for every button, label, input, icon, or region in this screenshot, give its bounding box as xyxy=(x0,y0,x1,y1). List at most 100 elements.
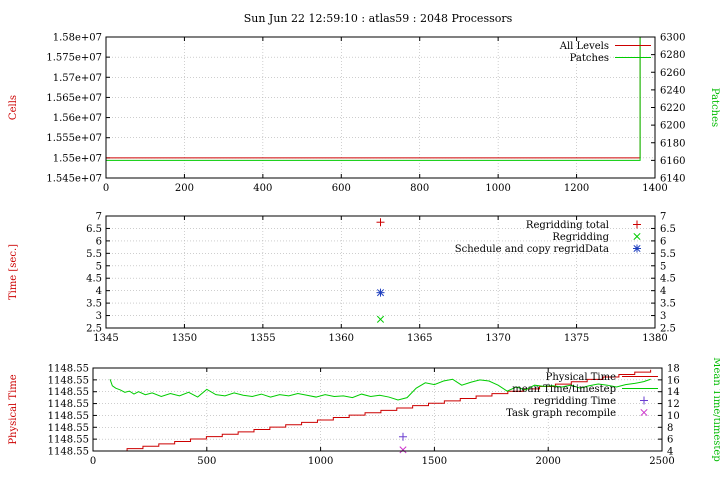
chart1-xtick-label: 1200 xyxy=(564,183,589,194)
chart3-y2tick-label: 18 xyxy=(667,364,680,375)
chart2-xtick-label: 1365 xyxy=(407,333,432,344)
chart1-ytick-label: 1.545e+07 xyxy=(46,174,102,185)
chart2-ytick-label: 5.5 xyxy=(86,249,102,260)
chart2-y2tick-label: 3.5 xyxy=(660,299,676,310)
chart3-xtick-label: 2000 xyxy=(535,456,560,467)
chart3-y2tick-label: 14 xyxy=(667,387,680,398)
chart2-ytick-label: 4.5 xyxy=(86,274,102,285)
chart2-y2tick-label: 7 xyxy=(660,212,666,223)
chart3-legend-label: mean Time/timestep xyxy=(512,384,616,395)
chart2-xtick-label: 1350 xyxy=(172,333,197,344)
chart2-y2tick-label: 6.5 xyxy=(660,224,676,235)
chart3-series-physical-time-line xyxy=(106,369,652,452)
chart2-legend-marker-d2 xyxy=(633,244,641,253)
chart1-y2tick-label: 6300 xyxy=(660,33,685,44)
chart1-legend-label: Patches xyxy=(570,53,609,64)
chart3-xtick-label: 1500 xyxy=(422,456,447,467)
chart2-y2tick-label: 3 xyxy=(660,311,666,322)
chart1-ytick-label: 1.575e+07 xyxy=(46,53,102,64)
chart3-frame xyxy=(92,367,663,452)
chart2-xtick-label: 1345 xyxy=(93,333,118,344)
chart2-legend-label: Regridding total xyxy=(526,220,609,231)
chart2-legend-marker-d2 xyxy=(633,232,641,241)
chart2-ytick-label: 4 xyxy=(96,286,102,297)
chart2-legend-marker xyxy=(633,244,641,253)
chart3-series-task-graph-recompile-point xyxy=(399,446,407,454)
chart2-ytick-label: 6 xyxy=(96,236,102,247)
chart-title: Sun Jun 22 12:59:10 : atlas59 : 2048 Pro… xyxy=(244,12,513,25)
chart2-legend-label: Regridding xyxy=(552,232,609,243)
physical-time-chart: 0 500 1000 1500 2000 25001148.551148.551148.5… xyxy=(8,357,720,467)
chart2-series-regridding-point xyxy=(376,315,385,323)
chart2-y2tick-label: 4.5 xyxy=(660,274,676,285)
chart3-y2tick-label: 6 xyxy=(667,435,673,446)
chart2-ytick-label: 6.5 xyxy=(86,224,102,235)
chart3-y2label: Mean Time/timestep xyxy=(711,357,720,461)
chart1-xtick-label: 1000 xyxy=(485,183,510,194)
chart1-y2tick-label: 6200 xyxy=(660,121,685,132)
chart3-ytick-label: 1148.55 xyxy=(48,435,89,446)
chart3-legend-label: regridding Time xyxy=(534,396,616,407)
chart2-xtick-label: 1375 xyxy=(564,333,589,344)
chart3-xtick-label: 500 xyxy=(197,456,216,467)
chart1-legend-label: All Levels xyxy=(559,41,609,52)
chart3-ytick-label: 1148.55 xyxy=(48,423,89,434)
chart1-ytick-label: 1.56e+07 xyxy=(53,113,102,124)
chart3-legend-marker-d2 xyxy=(640,408,648,417)
chart3-ylabel: Physical Time xyxy=(8,374,19,444)
chart1-y2tick-label: 6160 xyxy=(660,156,685,167)
chart3-legend-marker xyxy=(640,408,648,417)
chart2-y2tick-label: 2.5 xyxy=(660,324,676,335)
chart3-ytick-label: 1148.55 xyxy=(48,399,89,410)
chart3-y2tick-label: 8 xyxy=(667,423,673,434)
chart3-legend-marker xyxy=(640,396,648,405)
chart2-xtick-label: 1355 xyxy=(250,333,275,344)
chart3-xtick-label: 0 xyxy=(90,456,96,467)
chart1-ytick-label: 1.58e+07 xyxy=(53,33,102,44)
regrid-time-chart: 1345 1350 1355 1360 1365 1370 1375 13802.533.54… xyxy=(8,212,676,345)
chart1-xtick-label: 400 xyxy=(253,183,272,194)
chart3-series-regridding-time-point xyxy=(398,432,407,441)
chart1-y2tick-label: 6180 xyxy=(660,138,685,149)
chart2-ylabel: Time [sec.] xyxy=(8,244,19,300)
chart3-ytick-label: 1148.55 xyxy=(48,375,89,386)
chart1-y2tick-label: 6240 xyxy=(660,85,685,96)
chart2-series-schedule-and-copy-regriddata-point-d2 xyxy=(376,289,385,297)
chart2-ytick-label: 7 xyxy=(96,212,102,223)
chart1-y2tick-label: 6280 xyxy=(660,50,685,61)
chart3-series-task-graph-recompile-point-d2 xyxy=(399,446,407,454)
chart1-ytick-label: 1.55e+07 xyxy=(53,153,102,164)
chart2-ytick-label: 3 xyxy=(96,311,102,322)
chart3-y2tick-label: 4 xyxy=(667,447,673,458)
chart1-series-patches-line xyxy=(106,37,641,161)
chart3-y2tick-label: 16 xyxy=(667,375,680,386)
chart2-y2tick-label: 6 xyxy=(660,236,666,247)
chart1-y2label: Patches xyxy=(709,88,720,127)
chart1-xtick-label: 200 xyxy=(175,183,194,194)
chart1-y2tick-label: 6140 xyxy=(660,174,685,185)
chart1-ylabel: Cells xyxy=(8,95,19,120)
chart3-ytick-label: 1148.55 xyxy=(48,387,89,398)
chart2-y2tick-label: 4 xyxy=(660,286,666,297)
chart3-legend-label: Task graph recompile xyxy=(506,408,616,419)
chart3-ytick-label: 1148.55 xyxy=(48,447,89,458)
chart3-ytick-label: 1148.55 xyxy=(48,364,89,375)
chart2-xtick-label: 1360 xyxy=(329,333,354,344)
chart2-legend-marker xyxy=(633,220,641,229)
chart2-frame xyxy=(105,215,656,329)
chart2-xtick-label: 1370 xyxy=(485,333,510,344)
chart2-xtick-label: 1380 xyxy=(642,333,667,344)
chart2-series-regridding-total-point xyxy=(376,218,385,227)
chart1-xtick-label: 600 xyxy=(332,183,351,194)
chart2-y2tick-label: 5 xyxy=(660,261,666,272)
chart2-y2tick-label: 5.5 xyxy=(660,249,676,260)
chart3-xtick-label: 1000 xyxy=(308,456,333,467)
chart1-ytick-label: 1.565e+07 xyxy=(46,93,102,104)
chart3-y2tick-label: 12 xyxy=(667,399,680,410)
chart2-ytick-label: 2.5 xyxy=(86,324,102,335)
chart3-legend-label: Physical Time xyxy=(546,372,616,383)
chart1-xtick-label: 800 xyxy=(410,183,429,194)
chart1-ytick-label: 1.555e+07 xyxy=(46,133,102,144)
chart2-legend-label: Schedule and copy regridData xyxy=(455,244,609,255)
